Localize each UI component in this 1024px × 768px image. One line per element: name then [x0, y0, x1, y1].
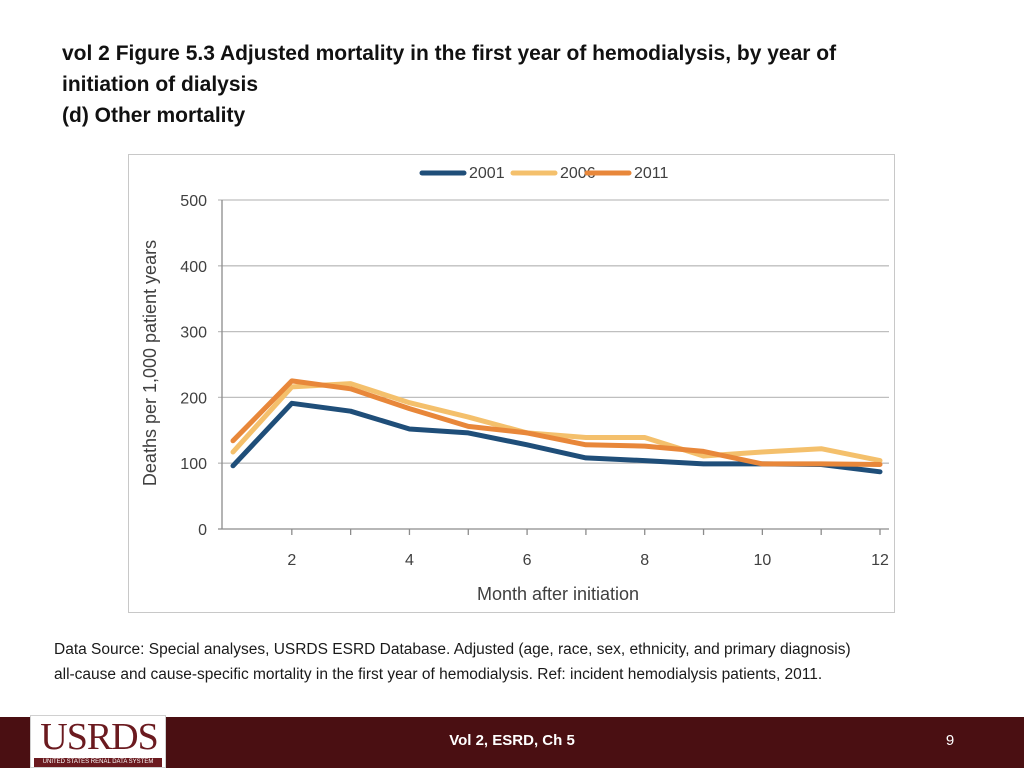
x-tick-label: 2: [287, 552, 296, 569]
series-layer: [230, 378, 883, 475]
y-tick-label: 400: [180, 259, 207, 276]
source-line-1: Data Source: Special analyses, USRDS ESR…: [54, 641, 851, 658]
chart-frame: 0 100 200 300 400 500 2 4 6 8 10 12 2001 2006 2011 Mo…: [128, 154, 895, 613]
legend-label-2001: 2001: [469, 165, 505, 182]
legend-label-2011: 2011: [634, 165, 669, 182]
source-line-2: all-cause and cause-specific mortality i…: [54, 666, 823, 683]
logo-wordmark: USRDS: [40, 716, 159, 758]
x-tick-label: 12: [871, 552, 889, 569]
x-tick-label: 10: [753, 552, 771, 569]
series-line-2006: [230, 381, 883, 464]
x-tick-label: 4: [405, 552, 414, 569]
y-tick-label: 200: [180, 390, 207, 407]
chart-legend: 2001 2006 2011: [419, 165, 669, 182]
y-tick-label: 300: [180, 325, 207, 342]
data-source-note: Data Source: Special analyses, USRDS ESR…: [54, 637, 994, 687]
footer-bar: [0, 717, 1024, 768]
y-tick-label: 0: [198, 522, 207, 539]
title-line-3: (d) Other mortality: [62, 104, 246, 127]
legend-label-2006: 2006: [560, 165, 596, 182]
logo-subtitle: UNITED STATES RENAL DATA SYSTEM: [34, 758, 162, 767]
x-tick-label: 6: [523, 552, 532, 569]
line-chart: 0 100 200 300 400 500 2 4 6 8 10 12 2001 2006 2011 Mo…: [140, 165, 889, 604]
series-line-2011: [230, 378, 883, 467]
y-tick-label: 500: [180, 193, 207, 210]
x-tick-label: 8: [640, 552, 649, 569]
axis-layer: 0 100 200 300 400 500 2 4 6 8 10 12: [180, 193, 889, 569]
y-axis-title: Deaths per 1,000 patient years: [140, 240, 160, 486]
y-tick-label: 100: [180, 456, 207, 473]
x-axis-title: Month after initiation: [477, 584, 639, 604]
title-line-1: vol 2 Figure 5.3 Adjusted mortality in t…: [62, 42, 837, 65]
title-line-2: initiation of dialysis: [62, 73, 259, 96]
slide-title: vol 2 Figure 5.3 Adjusted mortality in t…: [62, 38, 962, 131]
usrds-logo: USRDS UNITED STATES RENAL DATA SYSTEM: [30, 715, 166, 768]
grid-layer: [218, 199, 889, 530]
page-number: 9: [945, 732, 955, 749]
footer-chapter-label: Vol 2, ESRD, Ch 5: [449, 732, 575, 749]
